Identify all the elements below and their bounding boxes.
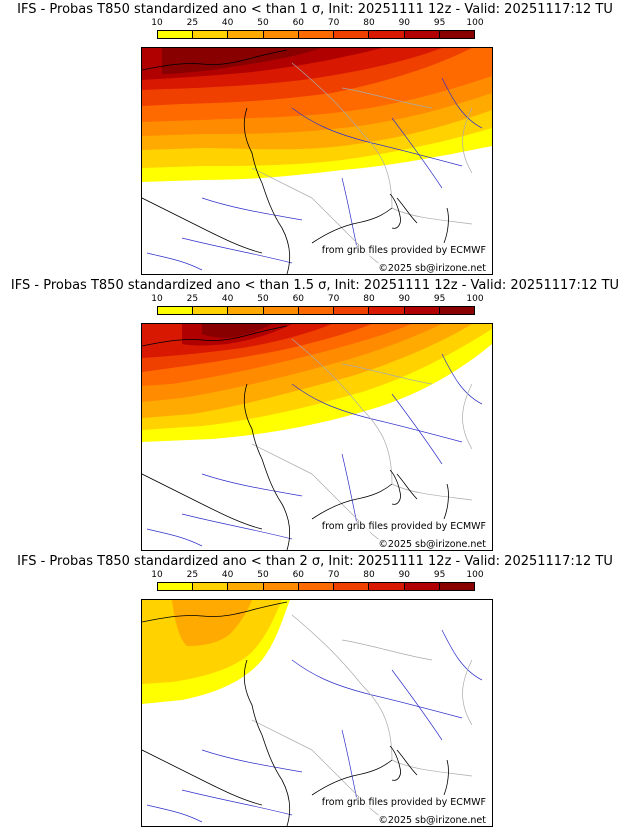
colorbar-tick: 90 <box>398 18 411 28</box>
prob-zone-40 <box>172 600 252 646</box>
colorbar-swatch <box>263 583 299 590</box>
colorbar-tick: 70 <box>327 570 340 580</box>
border-lines <box>251 62 473 274</box>
panel-title: IFS - Probas T850 standardized ano < tha… <box>10 278 620 293</box>
coastline <box>142 325 449 550</box>
colorbar-tick: 10 <box>151 294 163 304</box>
river-lines <box>146 77 483 271</box>
colorbar-swatch <box>439 307 474 314</box>
colorbar-swatch <box>369 583 405 590</box>
colorbar-swatch <box>228 307 264 314</box>
colorbar-tick: 90 <box>398 294 411 304</box>
colorbar-tick: 60 <box>292 18 305 28</box>
colorbar-swatch <box>193 583 229 590</box>
source-credit: from grib files provided by ECMWF <box>320 521 487 532</box>
river-lines <box>146 353 483 547</box>
source-credit: from grib files provided by ECMWF <box>320 245 487 256</box>
border-lines <box>251 614 473 826</box>
colorbar-swatch <box>193 31 229 38</box>
colorbar-tick: 60 <box>292 570 305 580</box>
colorbar-swatch <box>369 31 405 38</box>
colorbar-swatch <box>298 307 335 314</box>
forecast-panel-3: IFS - Probas T850 standardized ano < tha… <box>0 552 630 828</box>
colorbar-swatch <box>263 307 299 314</box>
colorbar-swatch <box>404 31 440 38</box>
colorbar-tick: 40 <box>221 294 234 304</box>
forecast-panel-2: IFS - Probas T850 standardized ano < tha… <box>0 276 630 552</box>
source-credit: from grib files provided by ECMWF <box>320 797 487 808</box>
colorbar-tick: 100 <box>466 18 484 28</box>
copyright-credit: ©2025 sb@irizone.net <box>377 263 487 274</box>
colorbar-swatch <box>158 31 194 38</box>
prob-zone-95 <box>202 324 272 338</box>
colorbar-tick: 50 <box>257 294 269 304</box>
border-lines <box>251 338 473 550</box>
colorbar-tick: 95 <box>433 570 446 580</box>
panel-title: IFS - Probas T850 standardized ano < tha… <box>17 2 613 17</box>
colorbar-swatch <box>158 307 194 314</box>
colorbar-swatch <box>404 583 440 590</box>
colorbar-swatch <box>228 583 264 590</box>
map-graphic <box>142 600 483 826</box>
colorbar-swatch <box>193 307 229 314</box>
colorbar-tick: 50 <box>257 570 269 580</box>
coastline <box>142 49 449 274</box>
map-graphic <box>142 324 492 550</box>
colorbar-tick: 60 <box>292 294 305 304</box>
copyright-credit: ©2025 sb@irizone.net <box>377 815 487 826</box>
colorbar-swatch <box>263 31 299 38</box>
colorbar-tick: 80 <box>363 294 375 304</box>
probability-map: from grib files provided by ECMWF ©2025 … <box>141 599 493 827</box>
colorbar-swatch <box>369 307 405 314</box>
colorbar <box>157 30 475 39</box>
prob-zone-95 <box>162 48 322 74</box>
colorbar-ticks: 10 25 40 50 60 70 80 90 95 100 <box>151 570 483 582</box>
forecast-panel-1: IFS - Probas T850 standardized ano < tha… <box>0 0 630 276</box>
colorbar <box>157 582 475 591</box>
colorbar-tick: 10 <box>151 570 163 580</box>
map-graphic <box>142 48 492 274</box>
colorbar-swatch <box>228 31 264 38</box>
coastline <box>142 601 449 826</box>
colorbar-tick: 90 <box>398 570 411 580</box>
colorbar-tick: 25 <box>186 294 199 304</box>
colorbar-tick: 50 <box>257 18 269 28</box>
copyright-credit: ©2025 sb@irizone.net <box>377 539 487 550</box>
probability-map: from grib files provided by ECMWF ©2025 … <box>141 323 493 551</box>
colorbar-swatch <box>298 31 335 38</box>
colorbar-tick: 95 <box>433 294 446 304</box>
colorbar-tick: 40 <box>221 18 234 28</box>
colorbar-swatch <box>404 307 440 314</box>
colorbar-swatch <box>298 583 335 590</box>
colorbar-tick: 70 <box>327 18 340 28</box>
colorbar-swatch <box>334 583 370 590</box>
colorbar-tick: 70 <box>327 294 340 304</box>
colorbar-tick: 80 <box>363 18 375 28</box>
colorbar-tick: 10 <box>151 18 163 28</box>
probability-map: from grib files provided by ECMWF ©2025 … <box>141 47 493 275</box>
colorbar-tick: 100 <box>466 294 484 304</box>
colorbar-swatch <box>334 31 370 38</box>
colorbar-tick: 25 <box>186 18 199 28</box>
colorbar-swatch <box>439 583 474 590</box>
colorbar-tick: 100 <box>466 570 484 580</box>
colorbar-tick: 25 <box>186 570 199 580</box>
colorbar-swatch <box>158 583 194 590</box>
colorbar-ticks: 10 25 40 50 60 70 80 90 95 100 <box>151 294 483 306</box>
river-lines <box>146 629 483 823</box>
colorbar-swatch <box>439 31 474 38</box>
colorbar-ticks: 10 25 40 50 60 70 80 90 95 100 <box>151 18 483 30</box>
colorbar <box>157 306 475 315</box>
colorbar-tick: 40 <box>221 570 234 580</box>
panel-title: IFS - Probas T850 standardized ano < tha… <box>17 554 613 569</box>
colorbar-swatch <box>334 307 370 314</box>
colorbar-tick: 80 <box>363 570 375 580</box>
colorbar-tick: 95 <box>433 18 446 28</box>
